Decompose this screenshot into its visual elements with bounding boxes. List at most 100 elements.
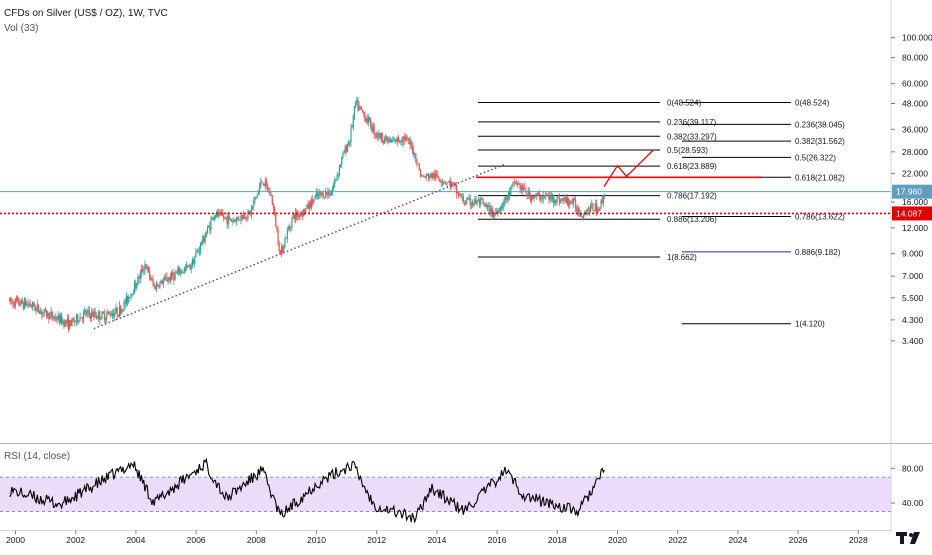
price-candle-body [547, 195, 549, 197]
time-axis-label: 2014 [427, 535, 446, 545]
price-candle-body [507, 191, 510, 198]
price-candle-body [34, 307, 36, 311]
price-candle-body [566, 198, 569, 204]
price-candle-body [383, 139, 386, 143]
price-candle-body [596, 209, 599, 213]
price-candle-body [197, 250, 199, 252]
price-candle-body [15, 298, 18, 301]
time-axis-label: 2008 [247, 535, 266, 545]
price-candle-body [151, 279, 153, 280]
price-candle-body [110, 315, 112, 317]
price-candle-body [379, 133, 381, 139]
price-candle-body [313, 199, 315, 203]
price-candle-body [138, 276, 140, 279]
price-candle-body [578, 207, 580, 216]
price-candle-body [371, 127, 373, 131]
price-candle-body [33, 301, 35, 308]
rsi-legend[interactable]: RSI (14, close) [4, 451, 71, 462]
price-candle-body [173, 275, 175, 280]
price-candle-body [224, 216, 226, 219]
price-candle-body [123, 301, 125, 310]
price-candle-body [86, 312, 88, 315]
price-candle-body [565, 197, 567, 204]
price-candle-body [208, 226, 210, 228]
price-candle-body [43, 308, 45, 313]
price-candle-body [421, 175, 423, 176]
price-candle-body [444, 182, 446, 183]
price-candle-body [101, 311, 103, 318]
price-candle-body [307, 204, 309, 209]
price-candle-body [348, 142, 350, 146]
price-candle-body [414, 153, 416, 155]
price-candle-body [439, 179, 441, 182]
time-axis-label: 2028 [849, 535, 868, 545]
price-candle-body [77, 314, 79, 323]
price-candle-body [520, 185, 522, 190]
price-candle-body [320, 192, 322, 195]
price-candle-body [598, 209, 600, 211]
price-candle-body [491, 208, 493, 217]
price-candle-body [175, 272, 177, 274]
price-candle-body [28, 304, 30, 305]
price-candle-body [16, 297, 19, 301]
price-candle-body [443, 182, 445, 183]
price-candle-body [143, 270, 145, 272]
price-candle-body [358, 106, 360, 110]
fib-left-label: 0.5(28.593) [667, 146, 708, 155]
price-candle-body [249, 211, 251, 215]
price-candle-body [319, 192, 321, 195]
price-candle-body [492, 215, 494, 217]
price-candle-body [600, 200, 602, 209]
price-candle-body [122, 309, 124, 311]
price-candle-body [330, 192, 332, 195]
price-candle-body [273, 208, 276, 215]
price-candle-body [528, 190, 530, 196]
price-candle-body [344, 146, 346, 153]
price-candle-body [246, 218, 248, 220]
volume-legend[interactable]: Vol (33) [4, 23, 39, 34]
price-candle-body [38, 311, 41, 314]
price-candle-body [458, 191, 460, 196]
price-candle-body [89, 314, 92, 318]
price-candle-body [360, 106, 363, 110]
price-candle-body [172, 272, 174, 276]
price-candle-body [349, 141, 351, 143]
price-candle-body [387, 139, 389, 142]
price-candle-body [446, 182, 448, 184]
price-candle-body [408, 137, 410, 145]
price-candle-body [113, 313, 115, 317]
price-candle-body [308, 202, 310, 209]
price-candle-body [509, 191, 511, 195]
price-candle-body [381, 132, 383, 142]
price-candle-body [48, 312, 50, 320]
price-candle-body [133, 283, 136, 294]
price-candle-body [422, 175, 424, 177]
price-candle-body [397, 137, 400, 142]
price-candle-body [182, 271, 184, 273]
price-candle-body [335, 179, 337, 180]
price-candle-body [368, 117, 371, 120]
price-candle-body [204, 237, 206, 243]
fib-left-label: 0.886(13.206) [667, 215, 717, 224]
price-candle-body [289, 226, 291, 229]
price-candle-body [279, 250, 281, 253]
price-candle-body [498, 211, 500, 213]
price-candle-body [333, 184, 335, 189]
time-axis-label: 2024 [728, 535, 747, 545]
price-candle-body [543, 195, 545, 197]
price-candle-body [100, 317, 102, 320]
price-candle-body [148, 269, 151, 277]
price-candle-body [312, 199, 314, 203]
price-candle-body [166, 277, 168, 282]
price-candle-body [170, 272, 173, 281]
price-candle-body [438, 177, 440, 180]
price-candle-body [239, 219, 241, 221]
price-candle-body [65, 320, 67, 324]
price-candle-body [129, 297, 131, 298]
price-candle-body [558, 197, 560, 204]
price-candle-body [22, 303, 24, 309]
price-candle-body [235, 217, 237, 223]
price-candle-body [130, 293, 132, 298]
price-candle-body [19, 304, 21, 306]
